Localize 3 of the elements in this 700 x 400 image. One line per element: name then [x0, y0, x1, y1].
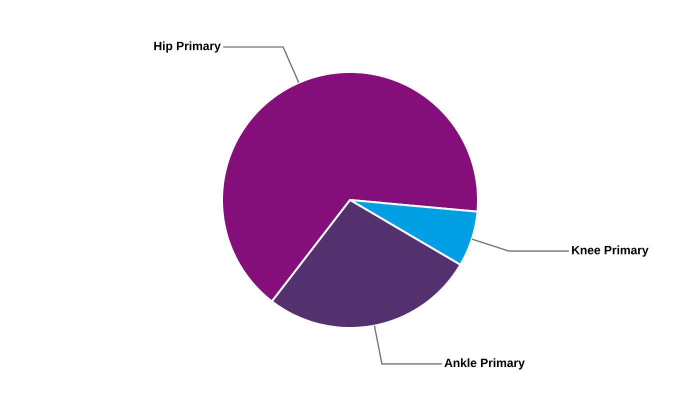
slice-label: Ankle Primary — [444, 358, 525, 370]
slice-label: Hip Primary — [154, 41, 221, 53]
slice-label: Knee Primary — [572, 246, 649, 257]
